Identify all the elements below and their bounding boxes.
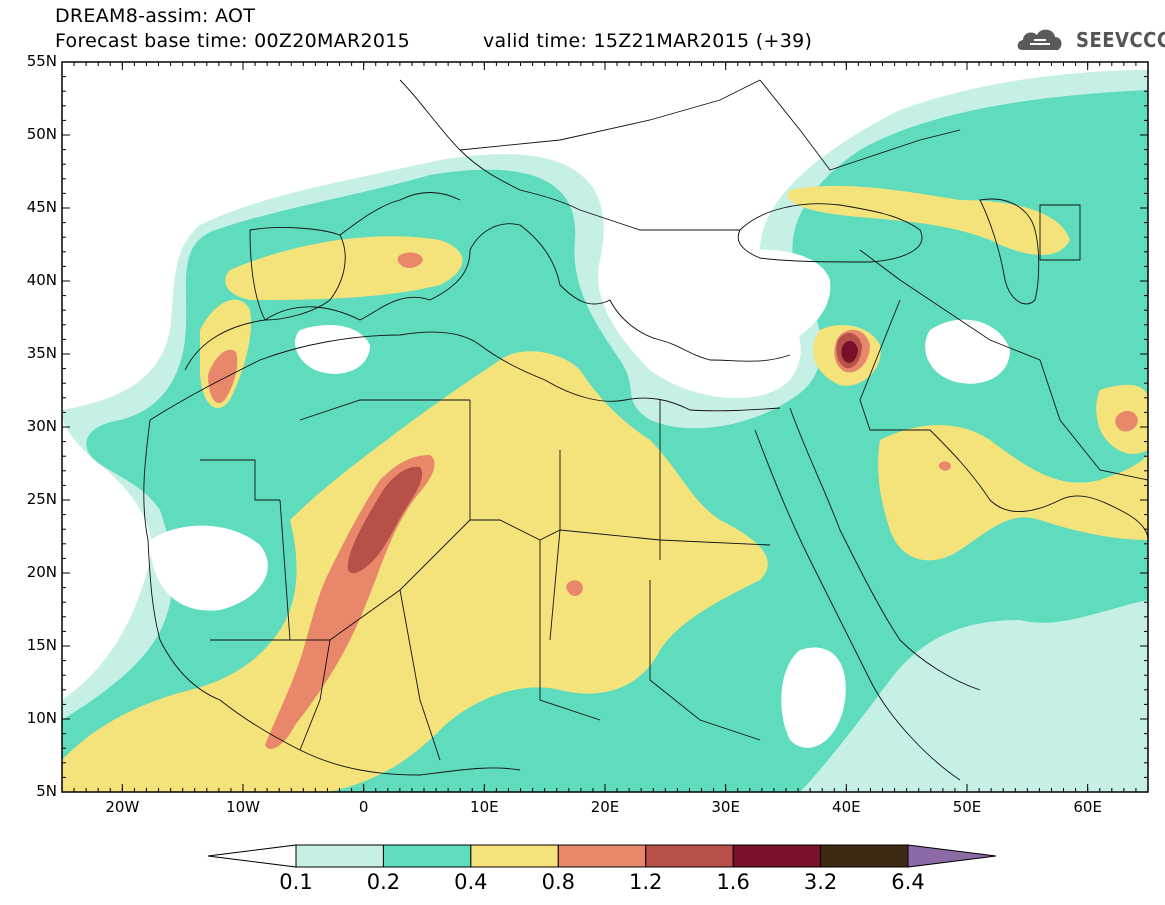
colorbar-swatch [470,844,559,868]
lat-label: 55N [26,52,57,70]
colorbar-low-triangle [207,844,297,868]
lat-label: 45N [26,198,57,216]
lat-label: 25N [26,490,57,508]
lon-label: 60E [1073,798,1102,816]
colorbar-swatch [645,844,734,868]
colorbar-label: 1.6 [716,870,750,894]
axis-ticks [61,61,1149,793]
aot-contours [62,70,1148,792]
colorbar-label: 0.8 [541,870,575,894]
lat-label: 30N [26,417,57,435]
colorbar-swatch [295,844,384,868]
lat-label: 15N [26,636,57,654]
colorbar-label: 0.4 [454,870,488,894]
lon-label: 20W [105,798,140,816]
cloud-icon [1017,29,1062,50]
lon-label: 10E [470,798,499,816]
lon-label: 0 [358,798,369,816]
colorbar-swatch [382,844,472,868]
lat-label: 40N [26,271,57,289]
lat-label: 50N [26,125,57,143]
colorbar-label: 1.2 [629,870,663,894]
lat-label: 20N [26,563,57,581]
lon-label: 50E [952,798,982,816]
map-title: DREAM8-assim: AOT [55,5,256,27]
colorbar-label: 0.2 [366,870,401,894]
lat-label: 10N [26,709,57,727]
lon-label: 10W [226,798,260,816]
logo-text: SEEVCCC [1076,28,1165,52]
valid-time: valid time: 15Z21MAR2015 (+39) [483,30,813,52]
lon-label: 40E [832,798,861,816]
colorbar-swatch [820,844,909,868]
lon-label: 30E [711,798,740,816]
lat-label: 5N [36,782,57,800]
colorbar [207,844,997,868]
lat-label: 35N [26,344,57,362]
colorbar-swatch [732,844,822,868]
forecast-base-time: Forecast base time: 00Z20MAR2015 [55,30,411,52]
colorbar-label: 6.4 [891,870,925,894]
colorbar-label: 0.1 [279,870,313,894]
colorbar-swatch [557,844,647,868]
lon-label: 20E [590,798,620,816]
colorbar-high-triangle [907,844,997,868]
colorbar-label: 3.2 [803,870,838,894]
